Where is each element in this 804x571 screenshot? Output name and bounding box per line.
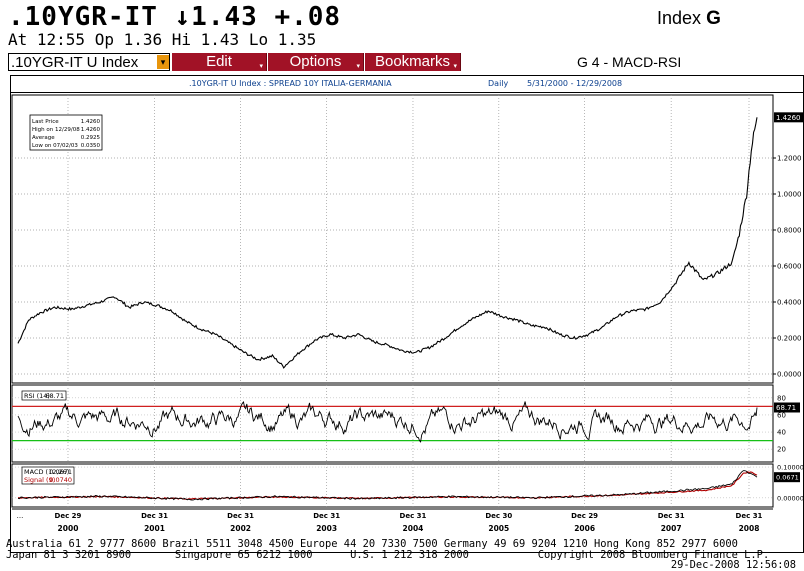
- y-tick-label: 60: [777, 411, 786, 419]
- rsi-legend-label: RSI (14): [24, 392, 50, 400]
- menu-caret-icon: ▾: [453, 63, 457, 70]
- rsi-last-tag-label: 68.71: [776, 404, 796, 412]
- macd-legend-value: 0.0671: [49, 468, 72, 476]
- y-tick-label: 40: [777, 429, 786, 437]
- x-tick-year-label: 2004: [403, 524, 424, 533]
- rsi-last-tag: [774, 402, 800, 413]
- price-legend-value: 0.2925: [81, 135, 101, 141]
- panel-frame-rsi: [11, 384, 774, 463]
- y-tick-label: 0.10000: [777, 464, 804, 472]
- price-legend-label: High on 12/29/08: [32, 127, 80, 133]
- y-tick-label: 1.0000: [777, 191, 802, 199]
- y-tick-label: 80: [777, 394, 786, 402]
- x-tick-month-label: Dec 31: [658, 512, 685, 520]
- price-legend-value: 0.0350: [81, 143, 101, 149]
- bookmarks-button[interactable]: Bookmarks ▾: [365, 53, 461, 71]
- options-button-label: Options: [289, 53, 342, 70]
- index-code: G: [706, 8, 721, 29]
- options-button[interactable]: Options ▾: [268, 53, 364, 71]
- macd-signal-line: [17, 470, 758, 501]
- y-tick-label: 0.8000: [777, 227, 802, 235]
- chart-frame: [10, 75, 804, 553]
- y-tick-label: 0.2000: [777, 335, 802, 343]
- rsi-series-line: [17, 401, 758, 443]
- x-tick-year-label: 2007: [661, 524, 682, 533]
- footer-contacts-line-2: Japan 81 3 3201 8900 Singapore 65 6212 1…: [6, 548, 770, 561]
- x-tick-month-label: Dec 31: [736, 512, 763, 520]
- rsi-legend-box: [21, 390, 67, 401]
- x-tick-month-label: Dec 31: [141, 512, 168, 520]
- screen-name: G 4 - MACD-RSI: [577, 54, 682, 70]
- chart-period: Daily: [488, 79, 509, 88]
- y-tick-label: 0.6000: [777, 263, 802, 271]
- x-tick-month-label: Dec 30: [485, 512, 512, 520]
- y-tick-label: 0.4000: [777, 299, 802, 307]
- panel-frame-macd: [11, 463, 774, 508]
- price-series-line: [17, 117, 758, 369]
- chart-header: .10YGR-IT U Index : SPREAD 10Y ITALIA-GE…: [11, 76, 803, 93]
- edit-button[interactable]: Edit ▾: [172, 53, 267, 71]
- x-tick-year-label: 2000: [58, 524, 79, 533]
- footer: Australia 61 2 9777 8600 Brazil 5511 304…: [6, 539, 796, 571]
- last-price-tag-label: 1.4260: [776, 114, 801, 122]
- y-tick-label: 0.00000: [777, 494, 804, 502]
- signal-legend-value: 0.0740: [49, 476, 72, 484]
- y-tick-label: 1.2000: [777, 155, 802, 163]
- panel-frame-price: [11, 94, 774, 384]
- security-selector[interactable]: .10YGR-IT U Index ▾: [8, 53, 170, 71]
- edit-button-label: Edit: [206, 53, 232, 70]
- signal-legend-label: Signal (9): [24, 476, 55, 484]
- x-axis-start-marker: ...: [17, 512, 24, 520]
- macd-last-tag: [774, 472, 800, 483]
- x-tick-year-label: 2002: [230, 524, 251, 533]
- x-tick-year-label: 2001: [144, 524, 165, 533]
- security-name: .10YGR-IT U Index: [11, 54, 139, 71]
- rsi-legend-value: 68.71: [45, 392, 64, 400]
- x-tick-month-label: Dec 29: [571, 512, 598, 520]
- price-legend-value: 1.4260: [81, 127, 101, 133]
- menu-caret-icon: ▾: [356, 63, 360, 70]
- ticker-headline: .10YGR-IT ↓1.43 +.08: [8, 2, 342, 32]
- y-tick-label: 0.0000: [777, 371, 802, 379]
- footer-contacts-line: Australia 61 2 9777 8600 Brazil 5511 304…: [6, 538, 738, 550]
- dropdown-icon[interactable]: ▾: [157, 55, 169, 69]
- y-tick-label: 20: [777, 446, 786, 454]
- index-label: Index G: [657, 8, 721, 30]
- last-price-tag: [774, 112, 804, 123]
- bookmarks-button-label: Bookmarks: [374, 53, 451, 70]
- price-legend-value: 1.4260: [81, 119, 101, 125]
- x-tick-month-label: Dec 31: [400, 512, 427, 520]
- price-legend-label: Low on 07/02/03: [32, 143, 78, 149]
- chart-date-range: 5/31/2000 - 12/29/2008: [527, 79, 623, 88]
- macd-line: [17, 470, 758, 501]
- price-legend-label: Last Price: [32, 119, 59, 125]
- x-tick-year-label: 2005: [488, 524, 509, 533]
- macd-last-tag-label: 0.0671: [776, 474, 799, 482]
- x-tick-year-label: 2008: [739, 524, 760, 533]
- macd-legend-box: [21, 466, 75, 485]
- macd-legend-label: MACD (12,26): [24, 468, 69, 476]
- x-tick-month-label: Dec 29: [55, 512, 82, 520]
- x-tick-year-label: 2006: [574, 524, 595, 533]
- x-tick-year-label: 2003: [316, 524, 337, 533]
- menu-caret-icon: ▾: [259, 63, 263, 70]
- price-legend-label: Average: [32, 135, 55, 141]
- quote-line: At 12:55 Op 1.36 Hi 1.43 Lo 1.35: [8, 30, 317, 49]
- footer-timestamp: 29-Dec-2008 12:56:08: [670, 559, 796, 571]
- chart-description: .10YGR-IT U Index : SPREAD 10Y ITALIA-GE…: [189, 79, 392, 88]
- x-tick-month-label: Dec 31: [313, 512, 340, 520]
- price-legend-box: [29, 114, 103, 151]
- x-tick-month-label: Dec 31: [227, 512, 254, 520]
- index-label-text: Index: [657, 8, 702, 28]
